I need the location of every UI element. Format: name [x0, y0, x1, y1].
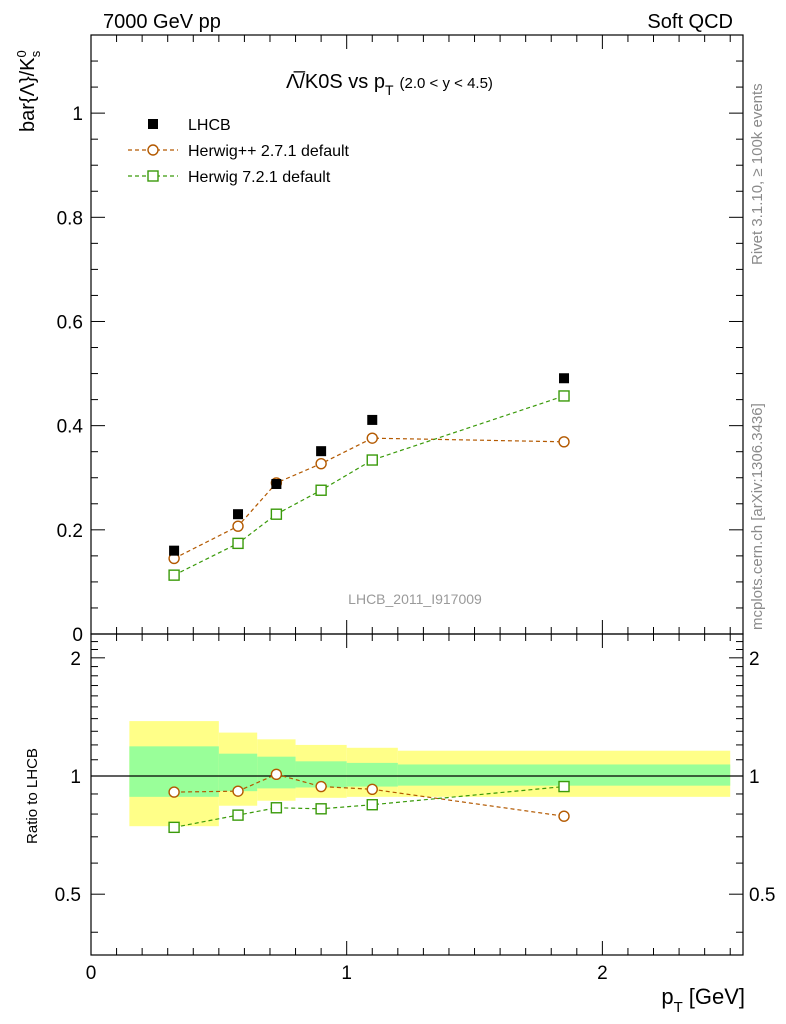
ratio-y-tick-label-right: 1 [749, 767, 760, 788]
inner-band-5 [397, 764, 731, 786]
legend-marker [147, 170, 159, 182]
herwig-pp-point [558, 436, 570, 448]
y-axis-label-ratio: Ratio to LHCB [24, 748, 41, 844]
herwig-pp-line [173, 437, 565, 560]
lhcb-data-point [169, 545, 180, 556]
legend-label: Herwig++ 2.7.1 default [188, 143, 350, 160]
lhcb-data-point [316, 446, 327, 457]
analysis-watermark: LHCB_2011_I917009 [348, 591, 482, 607]
herwig-pp-point [232, 520, 244, 532]
ratio-herwig7-line [173, 785, 565, 828]
ratio-y-tick-label: 2 [70, 649, 81, 670]
lhcb-data-point [367, 414, 378, 425]
herwig7-point [168, 569, 180, 581]
herwig7-point [232, 537, 244, 550]
chart-title: Λ̅/K0S vs pT (2.0 < y < 4.5) [286, 70, 493, 98]
ratio-y-tick-label: 0.5 [55, 885, 81, 906]
legend-label: Herwig 7.2.1 default [188, 169, 331, 186]
ratio-y-tick-label: 1 [70, 767, 81, 788]
ratio-herwig7-point [270, 802, 283, 814]
herwig7-point [270, 508, 283, 520]
x-tick-label: 0 [86, 963, 97, 984]
ratio-y-tick-label-right: 0.5 [749, 885, 775, 906]
y-tick-label: 0.8 [57, 208, 83, 229]
y-tick-label: 0.2 [57, 521, 83, 542]
inner-band-4 [346, 762, 398, 787]
ratio-herwig-pp-line [174, 773, 565, 817]
ratio-uncertainty-bands [91, 721, 743, 827]
ratio-herwig-pp-point [366, 783, 378, 796]
herwig7-point [366, 454, 378, 466]
ratio-frame [90, 633, 744, 956]
ratio-herwig7-point [315, 803, 327, 815]
header-left: 7000 GeV pp [103, 11, 221, 33]
y-tick-label: 1 [72, 104, 83, 125]
mcplots-label: mcplots.cern.ch [arXiv:1306.3436] [749, 403, 766, 630]
legend-label: LHCB [188, 117, 231, 134]
ratio-herwig-pp-point [168, 786, 180, 798]
herwig-pp-point [315, 457, 327, 470]
rivet-label: Rivet 3.1.10, ≥ 100k events [749, 83, 766, 265]
lhcb-data-point [559, 373, 570, 384]
y-tick-label: 0.4 [57, 417, 84, 438]
x-tick-label: 2 [597, 963, 608, 984]
y-tick-label: 0.6 [57, 312, 83, 333]
legend-marker [147, 144, 159, 156]
main-series [168, 373, 570, 581]
ratio-y-tick-label-right: 2 [749, 649, 760, 670]
ratio-herwig-pp-point [270, 768, 283, 781]
ratio-herwig7-point [366, 799, 378, 811]
x-tick-label: 1 [341, 963, 352, 984]
herwig7-line [173, 395, 565, 576]
header-right: Soft QCD [647, 11, 733, 33]
y-axis-label-main: bar{Λ}/K0s [14, 50, 43, 132]
ratio-series [168, 768, 570, 834]
herwig7-point [558, 390, 570, 402]
herwig7-point [315, 484, 327, 496]
main-axes: 0 0.2 0.4 0.6 0.8 1 [57, 34, 744, 646]
ratio-herwig7-point [168, 821, 180, 834]
ratio-herwig-pp-point [558, 810, 570, 822]
legend-marker [148, 119, 158, 129]
herwig-pp-point [366, 432, 378, 444]
lhcb-data-point [233, 509, 244, 520]
ratio-herwig-pp-point [232, 785, 244, 797]
x-axis-label: pT [GeV] [661, 984, 745, 1016]
ratio-herwig7-point [558, 780, 570, 793]
ratio-herwig7-point [232, 809, 244, 821]
y-tick-label: 0 [72, 625, 83, 646]
ratio-axes: 0.5 0.5 1 1 2 2 0 1 2 [55, 633, 775, 984]
lhcb-data-point [271, 478, 282, 489]
legend: LHCB Herwig++ 2.7.1 default Herwig 7.2.1 d… [128, 117, 350, 186]
ratio-herwig-pp-point [315, 780, 327, 793]
